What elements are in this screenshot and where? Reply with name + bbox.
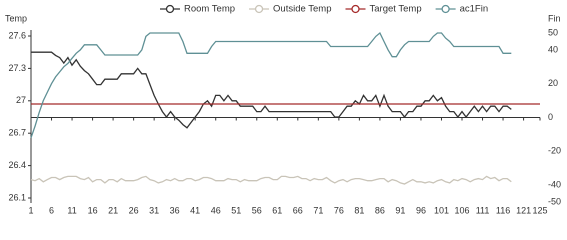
x-tick-label: 26 <box>129 205 139 215</box>
x-tick-label: 71 <box>313 205 323 215</box>
x-tick-label: 41 <box>190 205 200 215</box>
x-tick-label: 81 <box>354 205 364 215</box>
x-tick-label: 6 <box>49 205 54 215</box>
legend-swatch-dot <box>441 4 450 14</box>
x-tick-label: 1 <box>28 205 33 215</box>
x-tick-label: 61 <box>272 205 282 215</box>
legend-item[interactable]: Room Temp <box>160 4 235 15</box>
legend-item[interactable]: Outside Temp <box>249 4 332 15</box>
legend: Room Temp Outside Temp Target Temp ac1Fin <box>160 4 488 15</box>
series-line <box>30 175 512 185</box>
y2-tick-label: -20 <box>548 146 561 156</box>
y2-tick-label: 50 <box>548 27 558 37</box>
x-tick-label: 91 <box>395 205 405 215</box>
y2-axis-title: Fin <box>548 13 561 23</box>
x-tick-label: 106 <box>454 205 469 215</box>
y-tick-label: 27.3 <box>8 63 26 73</box>
legend-swatch-dot <box>165 4 175 14</box>
y2-tick-label: 20 <box>548 78 558 88</box>
x-tick-label: 31 <box>149 205 159 215</box>
legend-label: Room Temp <box>184 4 235 15</box>
x-tick-label: 121 <box>516 205 531 215</box>
x-tick-label: 51 <box>231 205 241 215</box>
x-tick-label: 36 <box>170 205 180 215</box>
legend-swatch-dot <box>351 4 360 14</box>
series-line <box>30 31 512 139</box>
legend-label: ac1Fin <box>460 4 489 15</box>
x-tick-label: 96 <box>416 205 426 215</box>
x-tick-label: 11 <box>67 205 76 215</box>
x-tick-label: 16 <box>88 205 98 215</box>
series-line <box>31 51 512 129</box>
y2-tick-label: -40 <box>548 179 561 189</box>
y-tick-label: 27 <box>16 95 26 105</box>
y-tick-label: 26.1 <box>8 192 26 202</box>
legend-label: Outside Temp <box>273 4 331 15</box>
legend-label: Target Temp <box>370 4 422 15</box>
y-tick-label: 26.4 <box>8 160 26 170</box>
legend-item[interactable]: Target Temp <box>345 4 422 15</box>
x-tick-label: 46 <box>211 205 221 215</box>
legend-swatch-dot <box>254 4 264 14</box>
y-tick-label: 26.7 <box>8 128 26 138</box>
y2-tick-label: -50 <box>548 196 561 206</box>
x-tick-label: 86 <box>375 205 385 215</box>
x-tick-label: 21 <box>108 205 118 215</box>
x-tick-label: 101 <box>434 205 449 215</box>
x-tick-label: 125 <box>532 205 547 215</box>
x-tick-label: 116 <box>496 205 510 215</box>
x-tick-label: 56 <box>252 205 262 215</box>
y2-tick-label: 40 <box>548 44 558 54</box>
y-tick-label: 27.6 <box>8 30 26 40</box>
chart: Temp Fin Room Temp Outside Temp Target Tem… <box>5 4 561 216</box>
y-axis-title: Temp <box>5 13 27 23</box>
x-tick-label: 76 <box>334 205 344 215</box>
x-tick-label: 111 <box>476 205 490 215</box>
x-tick-label: 66 <box>293 205 303 215</box>
y2-tick-label: 0 <box>548 112 553 122</box>
legend-item[interactable]: ac1Fin <box>435 4 489 15</box>
